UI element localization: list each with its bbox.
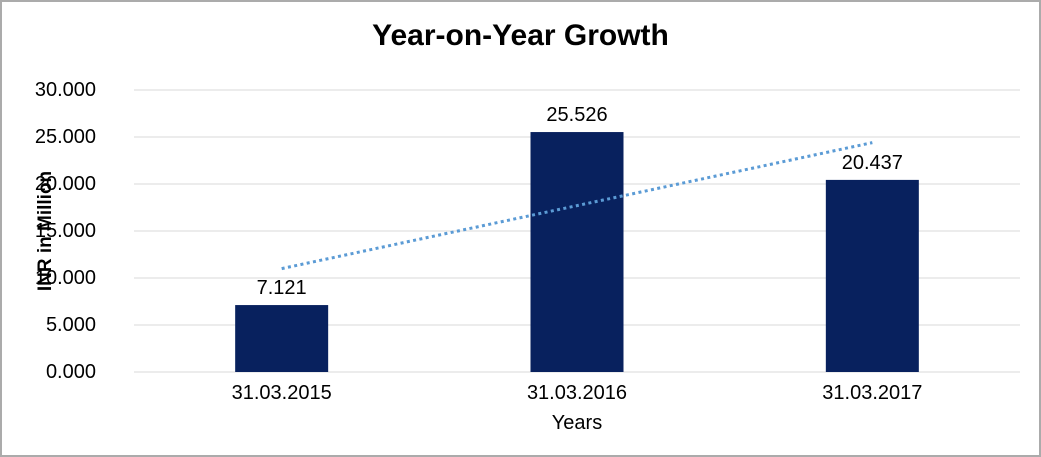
bar-label: 25.526 (546, 104, 608, 127)
y-tick-label: 20.000 (34, 173, 96, 195)
bar-label: 20.437 (841, 151, 903, 174)
x-tick-label: 31.03.2016 (526, 382, 628, 404)
y-tick-label: 30.000 (34, 79, 96, 101)
y-tick-label: 5.000 (45, 314, 96, 336)
bar (235, 305, 329, 372)
y-tick-label: 10.000 (34, 267, 96, 289)
y-tick-label: 15.000 (34, 220, 96, 242)
y-tick-label: 0.000 (45, 361, 96, 383)
trendline (281, 141, 873, 271)
bar (825, 179, 919, 372)
bar (530, 132, 624, 372)
x-tick-label: 31.03.2017 (822, 382, 923, 404)
y-tick-label: 25.000 (34, 126, 96, 148)
x-axis-title: Years (551, 412, 603, 434)
x-tick-label: 31.03.2015 (231, 382, 332, 404)
bar-label: 7.121 (256, 277, 307, 300)
chart-title: Year-on-Year Growth (372, 19, 669, 52)
